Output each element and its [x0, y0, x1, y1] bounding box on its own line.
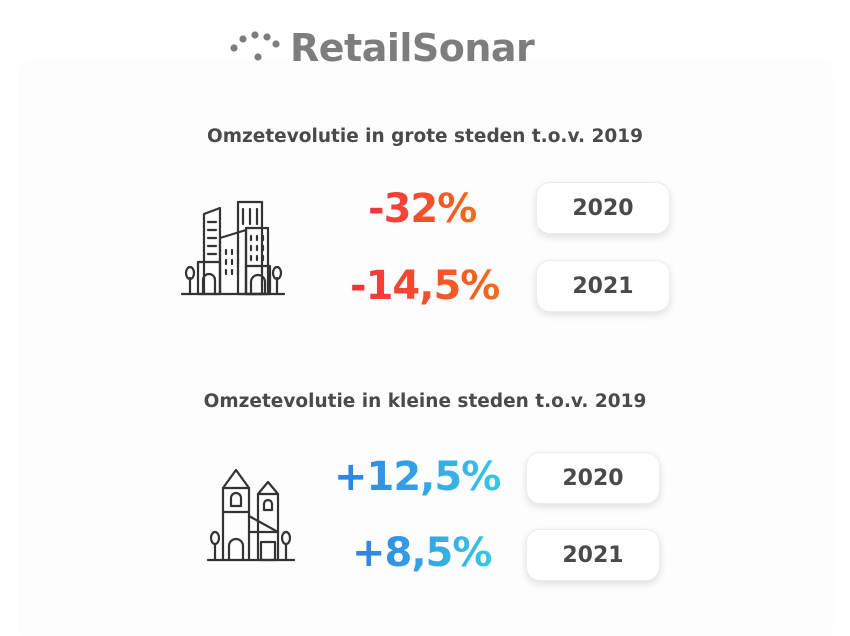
year-badge-large-2021: 2021 — [536, 260, 670, 312]
logo-text: RetailSonar — [290, 26, 535, 70]
year-badge-large-2020: 2020 — [536, 182, 670, 234]
year-badge-small-2021: 2021 — [526, 529, 660, 581]
section-title-small-cities: Omzetevolutie in kleine steden t.o.v. 20… — [203, 391, 647, 412]
section-title-large-cities: Omzetevolutie in grote steden t.o.v. 201… — [207, 126, 643, 147]
church-village-icon — [206, 468, 296, 562]
value-small-2020: +12,5% — [334, 454, 501, 500]
dots-arc-icon — [230, 31, 280, 61]
year-badge-small-2020: 2020 — [526, 452, 660, 504]
city-buildings-icon — [180, 200, 286, 296]
content-card — [22, 64, 828, 636]
value-small-2021: +8,5% — [352, 530, 492, 576]
value-large-2021: -14,5% — [350, 263, 500, 309]
value-large-2020: -32% — [368, 186, 477, 232]
retailsonar-logo: RetailSonar — [228, 24, 535, 72]
